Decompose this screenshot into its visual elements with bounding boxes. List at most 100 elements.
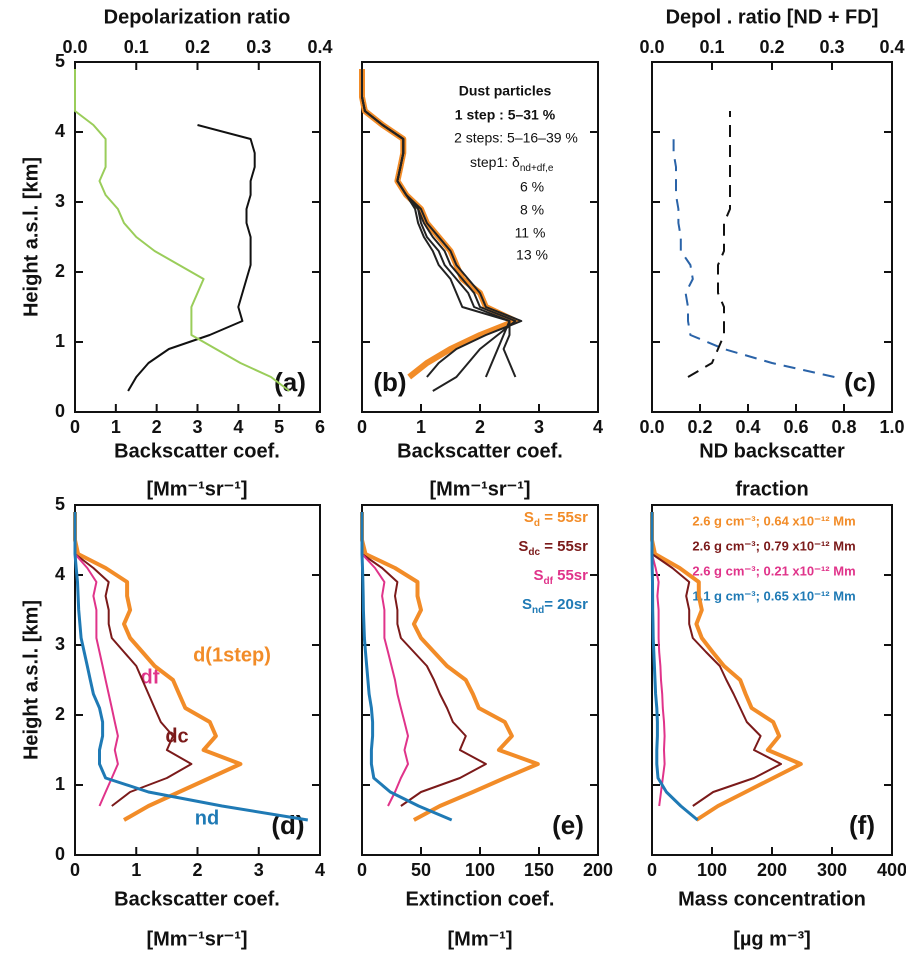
y-label: Height a.s.l. [km]	[20, 600, 42, 760]
x-tick-label: 150	[524, 860, 554, 880]
x-label: [Mm⁻¹sr⁻¹]	[429, 478, 530, 500]
profile-line	[650, 512, 699, 822]
series-label: nd	[195, 807, 219, 829]
x-tick-label: 2	[192, 860, 202, 880]
x2-tick-label: 0.0	[62, 37, 87, 57]
y-tick-label: 0	[55, 844, 65, 864]
series-label: df	[141, 666, 160, 688]
profile-line	[74, 69, 291, 392]
legend-entry: Sd = 55sr	[524, 509, 588, 529]
x-label: [µg m⁻³]	[733, 928, 811, 950]
legend-text: = 20sr	[544, 596, 588, 613]
plot-frame	[361, 504, 599, 856]
x-tick-label: 0	[70, 860, 80, 880]
x-tick-label: 6	[315, 417, 325, 437]
legend-entry: Sdf 55sr	[533, 567, 588, 587]
y-tick-label: 0	[55, 401, 65, 421]
legend-sub: d	[534, 518, 540, 529]
plot-frame	[74, 61, 321, 413]
x-tick-label: 200	[583, 860, 613, 880]
annotation: 6 %	[520, 179, 544, 195]
legend-text: 55sr	[553, 567, 588, 584]
profile-line	[361, 553, 487, 807]
profile-line	[651, 553, 666, 807]
profile-line	[672, 139, 835, 378]
profile-line	[687, 111, 731, 378]
y-tick-label: 3	[55, 191, 65, 211]
legend-symbol: S	[518, 538, 528, 555]
legend-entry: 2.6 g cm⁻³; 0.64 x10⁻¹² Mm	[692, 513, 855, 528]
x-tick-label: 3	[254, 860, 264, 880]
x-label: [Mm⁻¹sr⁻¹]	[146, 928, 247, 950]
x2-tick-label: 0.0	[639, 37, 664, 57]
x-tick-label: 0	[647, 860, 657, 880]
legend-sub: df	[544, 576, 554, 587]
annotation: Dust particles	[459, 83, 552, 99]
profile-line	[651, 553, 782, 807]
x-tick-label: 0.6	[783, 417, 808, 437]
x2-tick-label: 0.1	[124, 37, 149, 57]
annotation: 1 step : 5–31 %	[455, 107, 556, 123]
x-tick-label: 100	[465, 860, 495, 880]
profile-line	[650, 512, 803, 822]
x-label: fraction	[735, 478, 808, 500]
profile-line	[360, 512, 453, 822]
x2-tick-label: 0.1	[699, 37, 724, 57]
legend-entry: Sdc = 55sr	[518, 538, 588, 558]
annotation: step1: δnd+df,e	[470, 154, 554, 174]
panel-label: (f)	[849, 810, 875, 840]
x-tick-label: 3	[192, 417, 202, 437]
y-tick-label: 1	[55, 774, 65, 794]
legend-entry: 2.6 g cm⁻³; 0.79 x10⁻¹² Mm	[692, 538, 855, 553]
x-tick-label: 50	[411, 860, 431, 880]
y-tick-label: 2	[55, 704, 65, 724]
plot-frame	[651, 504, 893, 856]
panel-label: (e)	[552, 810, 584, 840]
annotation: 2 steps: 5–16–39 %	[454, 130, 578, 146]
x-label: [Mm⁻¹sr⁻¹]	[146, 478, 247, 500]
x-label: [Mm⁻¹]	[448, 928, 513, 950]
x2-tick-label: 0.3	[819, 37, 844, 57]
x-label: Extinction coef.	[406, 888, 555, 910]
x-tick-label: 200	[757, 860, 787, 880]
panel-label: (a)	[274, 367, 306, 397]
x2-label: Depolarization ratio	[104, 6, 291, 28]
x-label: ND backscatter	[699, 440, 845, 462]
x2-tick-label: 0.4	[307, 37, 332, 57]
x-label: Mass concentration	[678, 888, 866, 910]
x-tick-label: 0	[70, 417, 80, 437]
legend: 2.6 g cm⁻³; 0.64 x10⁻¹² Mm 2.6 g cm⁻³; 0.…	[692, 513, 855, 603]
legend-sub: nd	[532, 605, 544, 616]
x-tick-label: 0.8	[831, 417, 856, 437]
plot-frame	[651, 61, 893, 413]
panel-label: (b)	[373, 367, 406, 397]
x-label: Backscatter coef.	[114, 440, 280, 462]
x-tick-label: 0.2	[687, 417, 712, 437]
y-tick-label: 4	[55, 564, 65, 584]
profile-line	[127, 124, 256, 392]
x-tick-label: 5	[274, 417, 284, 437]
profile-line	[73, 512, 243, 822]
annotation: 11 %	[515, 225, 546, 241]
annotation: 8 %	[520, 202, 544, 218]
panel-label: (c)	[844, 367, 876, 397]
y-tick-label: 5	[55, 494, 65, 514]
x-tick-label: 4	[315, 860, 325, 880]
profile-line	[74, 553, 193, 807]
x-label: Backscatter coef.	[397, 440, 563, 462]
x-tick-label: 300	[817, 860, 847, 880]
x2-tick-label: 0.4	[879, 37, 904, 57]
legend-entry: Snd= 20sr	[522, 596, 588, 616]
profile-line	[361, 69, 517, 378]
legend-entry: 2.6 g cm⁻³; 0.21 x10⁻¹² Mm	[692, 563, 855, 578]
profile-line	[360, 512, 540, 822]
annotation: 13 %	[516, 247, 548, 263]
y-tick-label: 2	[55, 261, 65, 281]
x-tick-label: 2	[475, 417, 485, 437]
legend-entry: 1.1 g cm⁻³; 0.65 x10⁻¹² Mm	[692, 588, 855, 603]
profile-line	[361, 553, 409, 807]
x-tick-label: 4	[233, 417, 243, 437]
x-tick-label: 100	[697, 860, 727, 880]
